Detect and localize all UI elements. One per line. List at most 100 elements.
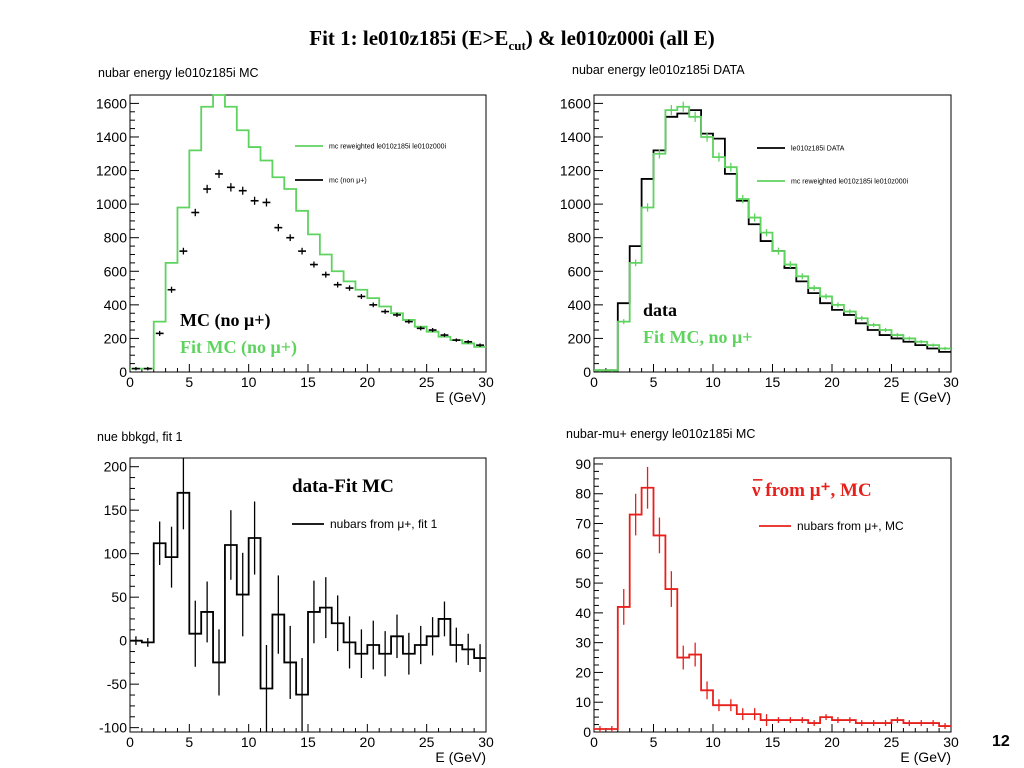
y-tick-label: 90	[575, 456, 591, 472]
y-tick-label: 1000	[96, 196, 127, 212]
x-tick-label: 0	[590, 734, 598, 750]
x-tick-label: 5	[185, 734, 193, 750]
y-tick-label: 800	[104, 230, 128, 246]
data-bin	[321, 271, 330, 278]
y-tick-label: 0	[119, 633, 127, 649]
y-tick-label: 30	[575, 635, 591, 651]
page-number: 12	[992, 733, 1010, 750]
y-tick-label: 600	[568, 263, 592, 279]
y-tick-label: 800	[568, 230, 592, 246]
legend-label: le010z185i DATA	[791, 145, 845, 152]
y-tick-label: 1600	[560, 95, 591, 111]
series	[130, 94, 486, 370]
x-axis-label: E (GeV)	[900, 389, 951, 405]
chart-title: nubar-mu+ energy le010z185i MC	[566, 427, 755, 441]
data-bin	[310, 261, 318, 268]
y-tick-label: -50	[107, 676, 127, 692]
x-tick-label: 5	[650, 374, 658, 390]
x-tick-label: 15	[300, 734, 316, 750]
data-bin	[381, 309, 390, 314]
y-tick-label: 600	[104, 263, 128, 279]
slide-title-rest: ) & le010z000i (all E)	[525, 26, 715, 50]
x-tick-label: 20	[360, 734, 376, 750]
annotation-text: data-Fit MC	[292, 476, 394, 497]
data-bin	[143, 366, 152, 371]
y-tick-label: 70	[575, 516, 591, 532]
y-tick-label: 400	[104, 297, 128, 313]
x-axis-label: E (GeV)	[435, 749, 486, 765]
series	[132, 169, 484, 371]
x-tick-label: 15	[765, 374, 781, 390]
annotation-text: data	[643, 300, 677, 320]
x-tick-label: 15	[300, 374, 316, 390]
series-step-line	[594, 486, 951, 730]
annotation-text: Fit MC (no μ+)	[180, 337, 297, 358]
data-bin	[357, 293, 366, 299]
data-bin	[215, 169, 223, 179]
legend-label: mc reweighted le010z185i le010z000i	[791, 178, 909, 185]
data-bin	[203, 184, 212, 194]
y-tick-label: 1600	[96, 95, 127, 111]
slide-title-subscript: cut	[508, 38, 526, 54]
y-tick-label: 150	[104, 502, 128, 518]
y-tick-label: 0	[583, 364, 591, 380]
series-step-line	[130, 491, 486, 696]
x-tick-label: 25	[884, 374, 900, 390]
series	[594, 101, 951, 372]
data-bin	[167, 286, 176, 293]
chart-bl: nue bbkgd, fit 1 0 5 10 15 20 25 30E (GeV) -100 -…	[97, 430, 494, 765]
x-tick-label: 30	[478, 374, 494, 390]
data-bin	[262, 198, 271, 207]
y-tick-label: 1400	[560, 129, 591, 145]
y-tick-label: 1200	[560, 163, 591, 179]
data-bin	[286, 234, 295, 242]
x-tick-label: 25	[419, 734, 435, 750]
data-bin	[404, 319, 413, 324]
y-tick-label: 200	[104, 459, 128, 475]
y-tick-label: 200	[104, 330, 128, 346]
slide-title: Fit 1: le010z185i (E>Ecut) & le010z000i …	[0, 26, 1024, 54]
data-bin	[238, 186, 247, 195]
y-tick-label: 20	[575, 664, 591, 680]
chart-br: nubar-mu+ energy le010z185i MC 0 5 10 15 20 25…	[566, 427, 959, 765]
data-bin	[440, 333, 449, 337]
x-tick-label: 30	[943, 374, 959, 390]
y-tick-label: 1000	[560, 196, 591, 212]
x-tick-label: 0	[590, 374, 598, 390]
data-bin	[250, 196, 259, 205]
chart-title: nue bbkgd, fit 1	[97, 430, 183, 444]
data-bin	[155, 330, 164, 336]
data-bin	[428, 328, 437, 333]
y-tick-label: 1200	[96, 163, 127, 179]
slide-title-main: Fit 1: le010z185i (E>E	[309, 26, 509, 50]
x-tick-label: 10	[705, 374, 721, 390]
y-tick-label: -100	[99, 720, 127, 736]
data-bin	[179, 247, 188, 255]
y-tick-label: 40	[575, 605, 591, 621]
data-bin	[369, 302, 378, 308]
legend-label: nubars from μ+, fit 1	[330, 517, 438, 531]
series-step-line	[130, 94, 486, 370]
x-axis-label: E (GeV)	[900, 749, 951, 765]
data-bin	[416, 326, 425, 331]
data-bin	[452, 338, 461, 342]
x-tick-label: 20	[824, 734, 840, 750]
legend-label: mc reweighted le010z185i le010z000i	[329, 143, 447, 150]
x-tick-label: 25	[884, 734, 900, 750]
x-axis-label: E (GeV)	[435, 389, 486, 405]
x-tick-label: 0	[126, 734, 134, 750]
y-tick-label: 10	[575, 694, 591, 710]
legend-label: mc (non μ+)	[329, 177, 367, 184]
annotation-text: MC (no μ+)	[180, 310, 270, 331]
x-tick-label: 5	[185, 374, 193, 390]
data-bin	[476, 343, 484, 347]
data-bin	[393, 312, 401, 318]
x-tick-label: 30	[943, 734, 959, 750]
series	[594, 466, 951, 732]
legend-label: nubars from μ+, MC	[797, 519, 904, 533]
y-tick-label: 0	[119, 364, 127, 380]
data-bin	[333, 281, 342, 288]
y-tick-label: 50	[111, 589, 127, 605]
series-step-line	[594, 105, 951, 372]
